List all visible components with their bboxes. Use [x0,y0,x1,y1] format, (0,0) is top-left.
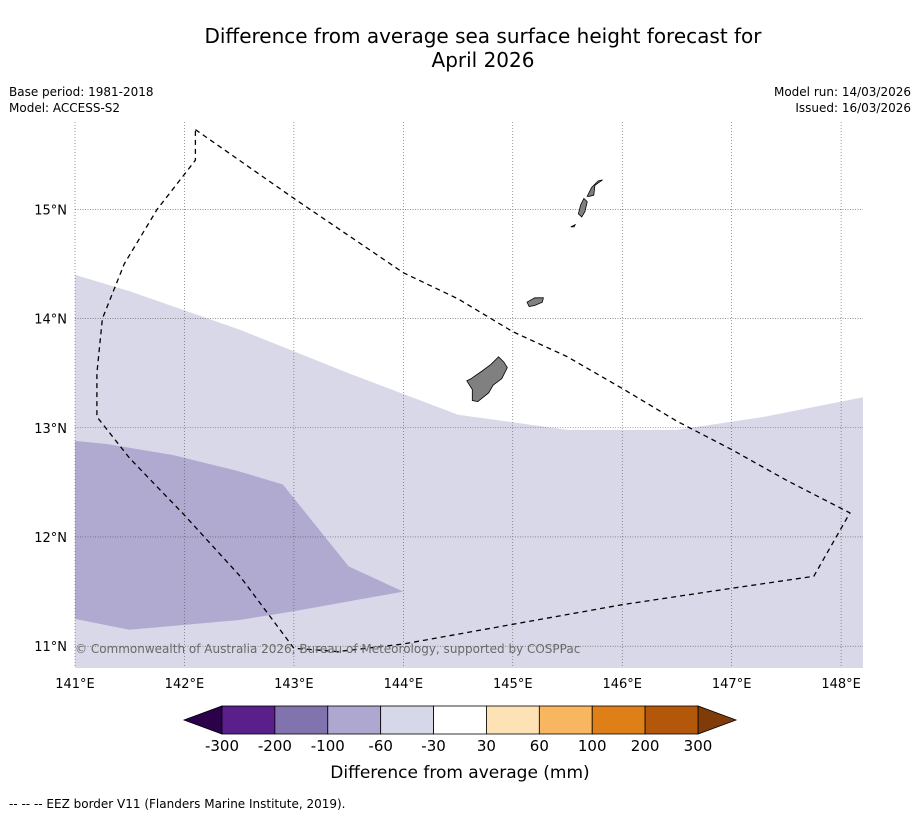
colorbar-segment [327,705,382,735]
colorbar-segment [644,705,699,735]
x-tick-label: 145°E [493,677,533,692]
colorbar-tick-label: -30 [421,737,446,755]
eez-border-line [96,129,851,653]
y-axis-ticks: 11°N 12°N 13°N 14°N 15°N [34,203,67,655]
x-tick-label: 143°E [274,677,314,692]
map-area [74,122,863,668]
colorbar-label: Difference from average (mm) [330,763,589,783]
island-tinian [577,197,588,218]
meta-left: Base period: 1981-2018 Model: ACCESS-S2 [9,84,154,116]
colorbar-tick-label: 300 [684,737,713,755]
x-tick-label: 144°E [384,677,424,692]
model-label: Model: ACCESS-S2 [9,101,121,115]
colorbar-tick-label: 100 [578,737,607,755]
colorbar-tick-label: -60 [368,737,393,755]
colorbar-tick-label: 60 [530,737,549,755]
colorbar-tick-label: -100 [311,737,345,755]
eez-legend-footnote: -- -- -- EEZ border V11 (Flanders Marine… [9,797,346,811]
copyright-notice: © Commonwealth of Australia 2026, Bureau… [75,642,580,656]
island-guam [466,356,508,403]
colorbar-segment [380,705,434,735]
x-tick-label: 142°E [165,677,205,692]
y-tick-label: 13°N [34,422,67,437]
base-period-label: Base period: 1981-2018 [9,85,154,99]
island-saipan [586,179,603,197]
x-axis-ticks: 141°E 142°E 143°E 144°E 145°E 146°E 147°E 148°E [55,677,861,692]
colorbar-tick-label: 30 [477,737,496,755]
chart-title: Difference from average sea surface heig… [0,24,919,72]
x-tick-label: 146°E [602,677,642,692]
colorbar-segment [433,705,487,735]
colorbar-tick-label: 200 [631,737,660,755]
colorbar-extend-min [182,705,223,735]
field-100-to-60 [75,440,404,630]
x-tick-label: 148°E [821,677,861,692]
island-rota [526,297,544,307]
colorbar-segment [591,705,646,735]
chart-title-line2: April 2026 [431,48,535,72]
chart-title-line1: Difference from average sea surface heig… [204,24,762,48]
meta-right: Model run: 14/03/2026 Issued: 16/03/2026 [774,84,911,116]
model-run-label: Model run: 14/03/2026 [773,85,911,99]
issued-label: Issued: 16/03/2026 [795,101,911,115]
colorbar-extend-max [697,705,738,735]
colorbar-tick-label: -300 [205,737,239,755]
y-tick-label: 11°N [34,640,67,655]
colorbar-segment [221,705,276,735]
x-tick-label: 147°E [712,677,752,692]
colorbar: -300 -200 -100 -60 -30 30 60 100 200 300 [182,705,738,755]
colorbar-segment [486,705,540,735]
colorbar-tick-label: -200 [258,737,292,755]
y-tick-label: 12°N [34,531,67,546]
y-tick-label: 15°N [34,203,67,218]
y-tick-label: 14°N [34,313,67,328]
colorbar-segment [538,705,593,735]
island-aguijan [570,223,577,228]
x-tick-label: 141°E [55,677,95,692]
colorbar-segment [274,705,329,735]
